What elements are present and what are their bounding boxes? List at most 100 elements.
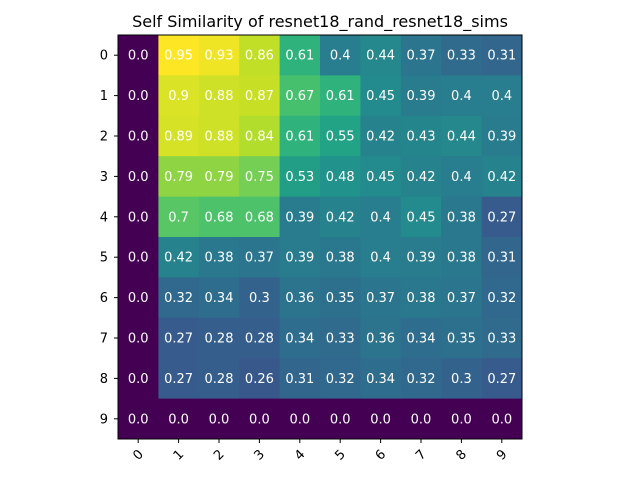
heatmap-cell — [198, 358, 240, 400]
cell-value-label: 0.44 — [447, 130, 476, 145]
heatmap-cell — [198, 277, 240, 319]
x-tick-label: 5 — [332, 447, 348, 463]
heatmap-cell — [400, 277, 442, 319]
heatmap-cell — [118, 35, 159, 76]
cell-value-label: 0.88 — [205, 89, 234, 104]
heatmap-cell — [441, 196, 483, 238]
heatmap-cell — [481, 196, 523, 238]
heatmap-cell — [400, 196, 442, 238]
cell-value-label: 0.26 — [245, 372, 274, 387]
cell-value-label: 0.42 — [407, 170, 436, 185]
heatmap-cell — [118, 317, 159, 359]
heatmap-cell — [158, 35, 200, 76]
cell-value-label: 0.36 — [366, 332, 395, 347]
heatmap-cell — [118, 196, 159, 238]
cell-value-label: 0.42 — [164, 251, 193, 266]
heatmap-cell — [158, 115, 200, 157]
heatmap-cell-labels: 0.0 0.95 0.93 0.86 0.61 0.4 0.44 0.37 0.33 0.31 0.… — [128, 49, 516, 428]
heatmap-cell — [360, 75, 402, 117]
cell-value-label: 0.45 — [407, 210, 436, 225]
heatmap-cell — [360, 115, 402, 157]
heatmap-cell — [360, 398, 402, 440]
y-tick-label: 8 — [100, 372, 108, 387]
cell-value-label: 0.34 — [285, 332, 314, 347]
cell-value-label: 0.84 — [245, 130, 274, 145]
cell-value-label: 0.0 — [249, 412, 270, 427]
x-tick-label: 3 — [252, 447, 268, 463]
cell-value-label: 0.0 — [370, 412, 391, 427]
cell-value-label: 0.0 — [128, 130, 149, 145]
heatmap-cell — [441, 35, 483, 76]
heatmap-cell — [239, 75, 281, 117]
heatmap-cell — [239, 115, 281, 157]
heatmap-cell — [360, 35, 402, 76]
cell-value-label: 0.38 — [447, 210, 476, 225]
heatmap-cell — [198, 196, 240, 238]
cell-value-label: 0.27 — [487, 372, 516, 387]
heatmap-cell — [239, 156, 281, 198]
heatmap-cell — [239, 317, 281, 359]
x-tick-label: 0 — [130, 447, 146, 463]
cell-value-label: 0.0 — [451, 412, 472, 427]
heatmap-cell — [198, 398, 240, 440]
heatmap-cell — [158, 277, 200, 319]
cell-value-label: 0.39 — [285, 251, 314, 266]
heatmap-cell — [400, 237, 442, 278]
cell-value-label: 0.4 — [451, 89, 472, 104]
heatmap-cell — [158, 398, 200, 440]
y-tick-label: 0 — [100, 49, 108, 64]
heatmap-cell — [360, 277, 402, 319]
cell-value-label: 0.79 — [164, 170, 193, 185]
cell-value-label: 0.33 — [487, 332, 516, 347]
heatmap-cell — [400, 398, 442, 440]
cell-value-label: 0.39 — [407, 89, 436, 104]
y-tick-label: 2 — [100, 130, 108, 145]
heatmap-cell — [118, 358, 159, 400]
cell-value-label: 0.0 — [128, 251, 149, 266]
cell-value-label: 0.79 — [205, 170, 234, 185]
cell-value-label: 0.37 — [245, 251, 274, 266]
cell-value-label: 0.0 — [411, 412, 432, 427]
cell-value-label: 0.86 — [245, 49, 274, 64]
cell-value-label: 0.39 — [487, 130, 516, 145]
heatmap-cell — [279, 115, 321, 157]
heatmap-cell — [279, 277, 321, 319]
cell-value-label: 0.34 — [407, 332, 436, 347]
heatmap-cell — [279, 317, 321, 359]
cell-value-label: 0.0 — [491, 412, 512, 427]
heatmap-cell — [400, 317, 442, 359]
heatmap-cell — [481, 358, 523, 400]
heatmap-cell — [320, 115, 361, 157]
cell-value-label: 0.61 — [285, 49, 314, 64]
cell-value-label: 0.0 — [168, 412, 189, 427]
heatmap-cell — [441, 277, 483, 319]
cell-value-label: 0.68 — [205, 210, 234, 225]
heatmap-cell — [441, 115, 483, 157]
heatmap-cell — [198, 317, 240, 359]
heatmap-cell — [481, 317, 523, 359]
heatmap-cell — [118, 75, 159, 117]
heatmap-cell — [239, 237, 281, 278]
heatmap-cell — [239, 35, 281, 76]
cell-value-label: 0.34 — [366, 372, 395, 387]
cell-value-label: 0.31 — [285, 372, 314, 387]
heatmap-cell — [481, 277, 523, 319]
cell-value-label: 0.37 — [407, 49, 436, 64]
cell-value-label: 0.93 — [205, 49, 234, 64]
heatmap-cell — [400, 75, 442, 117]
cell-value-label: 0.28 — [205, 372, 234, 387]
heatmap-cell — [239, 277, 281, 319]
cell-value-label: 0.4 — [370, 251, 391, 266]
cell-value-label: 0.31 — [487, 251, 516, 266]
cell-value-label: 0.95 — [164, 49, 193, 64]
heatmap-cell — [320, 277, 361, 319]
cell-value-label: 0.32 — [164, 291, 193, 306]
x-tick-label: 2 — [211, 447, 227, 463]
cell-value-label: 0.38 — [205, 251, 234, 266]
y-tick-label: 4 — [100, 210, 108, 225]
y-tick-label: 1 — [100, 89, 108, 104]
cell-value-label: 0.33 — [326, 332, 355, 347]
x-axis: 0 1 2 3 4 5 6 7 8 9 — [130, 439, 510, 464]
heatmap-cell — [360, 237, 402, 278]
heatmap-cell — [481, 115, 523, 157]
